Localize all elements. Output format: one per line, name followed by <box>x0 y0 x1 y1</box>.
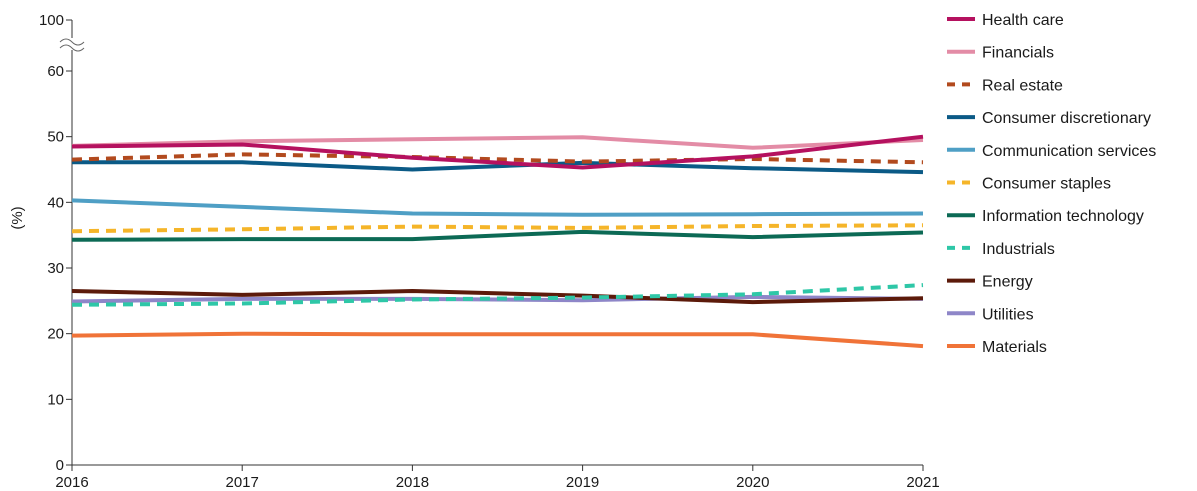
series-line <box>71 283 924 307</box>
x-tick-label: 2020 <box>736 474 769 491</box>
y-tick-label: 30 <box>47 260 64 277</box>
series-line <box>71 152 924 165</box>
legend-label: Energy <box>982 274 1033 291</box>
series-line <box>71 135 924 150</box>
x-tick-label: 2021 <box>906 474 939 491</box>
legend-label: Materials <box>982 339 1047 356</box>
legend-label: Health care <box>982 12 1064 29</box>
series-line <box>71 134 924 170</box>
y-tick-label: 50 <box>47 129 64 146</box>
x-tick-label: 2016 <box>55 474 88 491</box>
y-tick-label: 60 <box>47 63 64 80</box>
axis-break-icon <box>59 38 85 52</box>
legend-label: Communication services <box>982 143 1156 160</box>
x-tick-label: 2017 <box>226 474 259 491</box>
x-tick-label: 2018 <box>396 474 429 491</box>
series-lines <box>71 134 924 349</box>
legend-label: Consumer discretionary <box>982 110 1151 127</box>
series-line <box>71 223 924 234</box>
y-tick-label: 10 <box>47 391 64 408</box>
axis-break-wave <box>59 38 85 46</box>
series-line <box>71 289 924 305</box>
series-line <box>71 198 924 217</box>
series-line <box>71 229 924 242</box>
chart-axes: 0 10 20 30 40 50 60 100 (%) 2016 2017 2018 2019 2020 2… <box>9 12 940 491</box>
series-line <box>71 331 924 349</box>
legend-label: Utilities <box>982 306 1034 323</box>
axis-break-gap <box>62 38 82 50</box>
chart-legend: Health care Financials Real estate Consumer… <box>947 12 1156 356</box>
y-tick-label: 20 <box>47 326 64 343</box>
legend-label: Information technology <box>982 208 1144 225</box>
x-tick-label: 2019 <box>566 474 599 491</box>
y-tick-label: 40 <box>47 194 64 211</box>
series-line <box>72 160 924 175</box>
axis-break-wave <box>59 44 85 52</box>
y-axis-title: (%) <box>9 206 26 229</box>
y-tick-label: 0 <box>56 457 64 474</box>
legend-label: Consumer staples <box>982 176 1111 193</box>
y-tick-label: 100 <box>39 12 64 29</box>
legend-label: Financials <box>982 45 1054 62</box>
legend-label: Real estate <box>982 77 1063 94</box>
legend-label: Industrials <box>982 241 1055 258</box>
